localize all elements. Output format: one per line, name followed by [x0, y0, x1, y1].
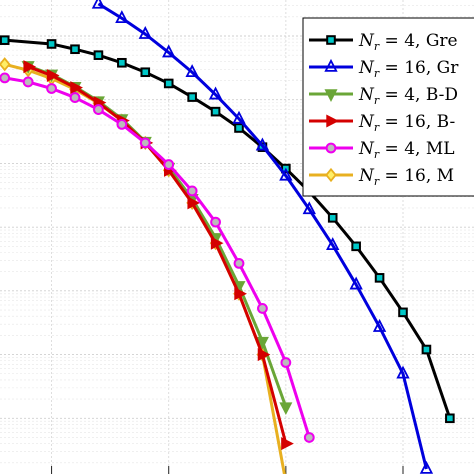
data-point	[69, 92, 81, 103]
data-point	[326, 114, 339, 128]
data-point	[257, 348, 271, 362]
data-point	[349, 276, 363, 290]
series-line	[27, 64, 288, 408]
data-point	[139, 137, 151, 149]
data-point	[325, 167, 337, 183]
data-point	[421, 344, 432, 355]
legend-label: Nr = 16, M	[358, 166, 454, 188]
data-point	[163, 159, 175, 170]
legend-label: Nr = 4, B-D	[358, 85, 458, 107]
data-point	[115, 10, 129, 24]
data-point	[116, 118, 128, 130]
legend-label: Nr = 16, B-	[358, 112, 455, 134]
data-point	[280, 357, 292, 368]
data-point	[257, 303, 268, 314]
legend-label: Nr = 16, Gr	[358, 58, 459, 80]
data-point	[46, 68, 60, 83]
data-point	[70, 81, 83, 95]
data-point	[233, 257, 245, 269]
data-point	[325, 142, 337, 154]
series-line	[97, 2, 428, 470]
legend-entry: Nr = 4, B-D	[309, 85, 458, 107]
legend-entry: Nr = 16, Gr	[309, 58, 459, 80]
data-point	[0, 57, 11, 72]
data-point	[22, 76, 34, 88]
legend-entry: Nr = 16, M	[309, 166, 454, 188]
data-point	[324, 58, 338, 72]
data-point	[163, 78, 174, 89]
data-point	[351, 241, 361, 252]
data-point	[208, 86, 223, 100]
data-point	[46, 83, 57, 94]
data-point	[398, 307, 408, 318]
legend-box	[302, 17, 474, 197]
data-point	[138, 25, 152, 39]
data-point	[70, 44, 80, 55]
legend-entry: Nr = 4, ML	[309, 139, 455, 161]
legend-entry: Nr = 4, Gre	[309, 31, 458, 53]
series-1	[91, 0, 434, 474]
legend-label: Nr = 4, ML	[358, 139, 455, 161]
series-4	[0, 72, 315, 443]
data-point	[162, 44, 176, 58]
data-point	[255, 336, 269, 350]
data-point	[374, 273, 385, 283]
data-point	[419, 460, 434, 474]
data-point	[187, 92, 197, 102]
data-point	[279, 402, 293, 416]
data-point	[23, 60, 37, 74]
data-point	[140, 67, 151, 78]
data-point	[281, 437, 294, 451]
data-point	[0, 35, 10, 45]
data-point	[232, 110, 246, 124]
chart-axes	[51, 466, 404, 474]
series-5	[0, 57, 286, 474]
data-point	[372, 318, 387, 332]
data-point	[302, 201, 316, 215]
data-point	[445, 413, 455, 424]
data-point	[326, 237, 340, 251]
data-point	[210, 236, 224, 250]
data-point	[187, 196, 201, 210]
data-point	[255, 137, 270, 151]
data-point	[117, 57, 127, 68]
data-point	[93, 50, 104, 60]
data-point	[186, 185, 198, 197]
legend-label: Nr = 4, Gre	[358, 31, 458, 53]
data-point	[303, 432, 315, 443]
data-point	[93, 104, 104, 115]
data-point	[327, 213, 338, 223]
data-point	[279, 167, 293, 181]
data-point	[234, 287, 247, 301]
series-line	[27, 65, 288, 445]
data-point	[185, 64, 199, 78]
data-point	[210, 106, 221, 117]
data-point	[396, 365, 410, 379]
data-point	[0, 72, 11, 84]
data-point	[326, 35, 336, 45]
data-point	[210, 216, 221, 228]
data-point	[46, 39, 57, 49]
chart-series	[0, 0, 455, 474]
legend-entry: Nr = 16, B-	[309, 112, 455, 134]
series-line	[4, 76, 311, 438]
chart-legend: Nr = 4, Gre Nr = 16, Gr Nr = 4, B-D Nr = 16…	[302, 17, 474, 197]
data-point	[234, 123, 244, 133]
data-point	[324, 89, 338, 102]
data-point	[91, 0, 106, 9]
series-3	[23, 60, 294, 451]
